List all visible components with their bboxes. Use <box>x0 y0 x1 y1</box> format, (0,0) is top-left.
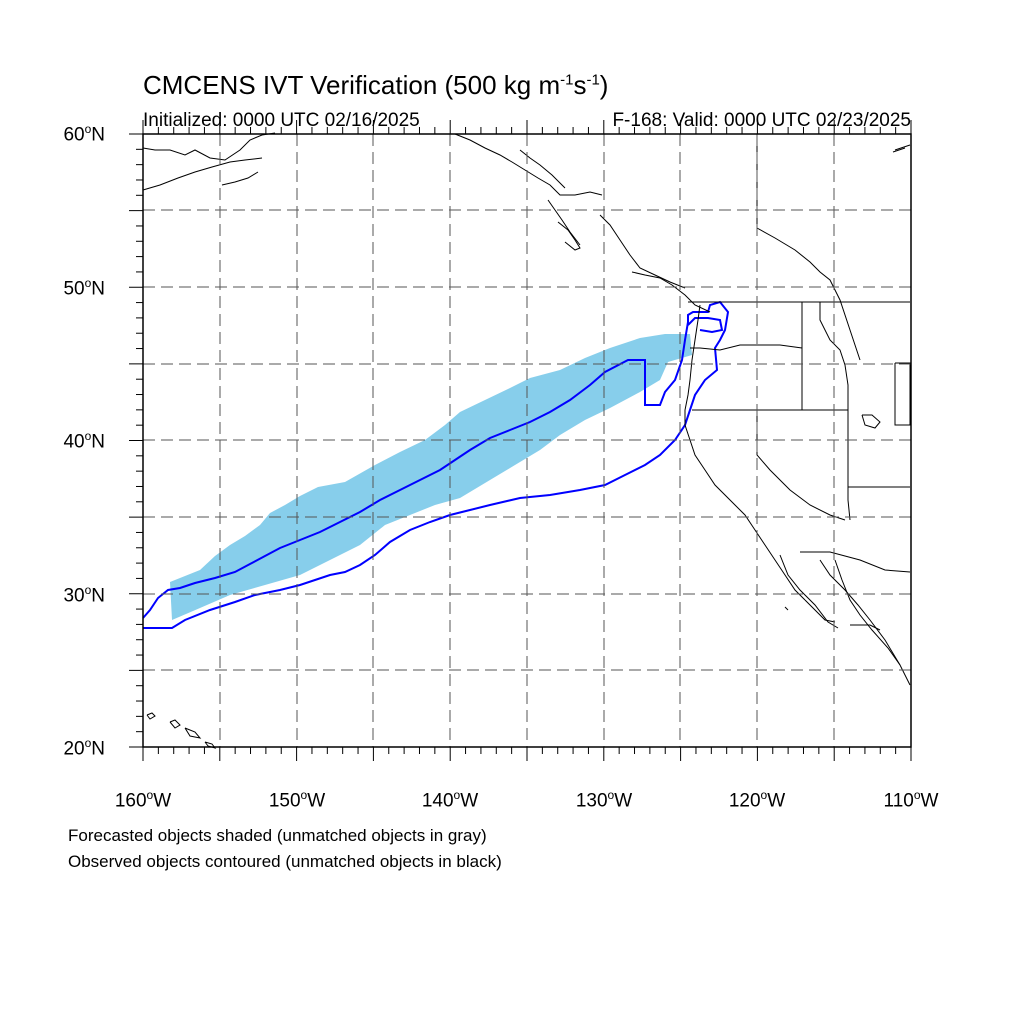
forecast-ivt-object <box>170 334 692 620</box>
observed-note: Observed objects contoured (unmatched ob… <box>68 852 502 871</box>
political-borders <box>688 134 911 573</box>
lat-label-60n: 60oN <box>63 122 105 146</box>
lon-label-120w: 120oW <box>728 788 786 812</box>
lon-label-150w: 150oW <box>268 788 326 812</box>
initialized-label: Initialized: 0000 UTC 02/16/2025 <box>143 110 420 131</box>
valid-label: F-168: Valid: 0000 UTC 02/23/2025 <box>612 110 911 131</box>
forecast-note: Forecasted objects shaded (unmatched obj… <box>68 826 487 845</box>
lon-label-130w: 130oW <box>575 788 633 812</box>
chart-title: CMCENS IVT Verification (500 kg m-1s-1) <box>143 70 609 100</box>
observed-ivt-object-inset <box>687 317 724 334</box>
lon-label-140w: 140oW <box>421 788 479 812</box>
coastlines <box>142 132 911 749</box>
lat-label-30n: 30oN <box>63 583 105 607</box>
axis-ticks <box>129 120 912 761</box>
observed-ivt-object <box>142 300 730 629</box>
lat-label-40n: 40oN <box>63 429 105 453</box>
lat-label-50n: 50oN <box>63 276 105 300</box>
gridlines <box>143 134 911 747</box>
lat-label-20n: 20oN <box>63 736 105 760</box>
lon-label-160w: 160oW <box>114 788 172 812</box>
lon-label-110w: 110oW <box>883 788 939 812</box>
